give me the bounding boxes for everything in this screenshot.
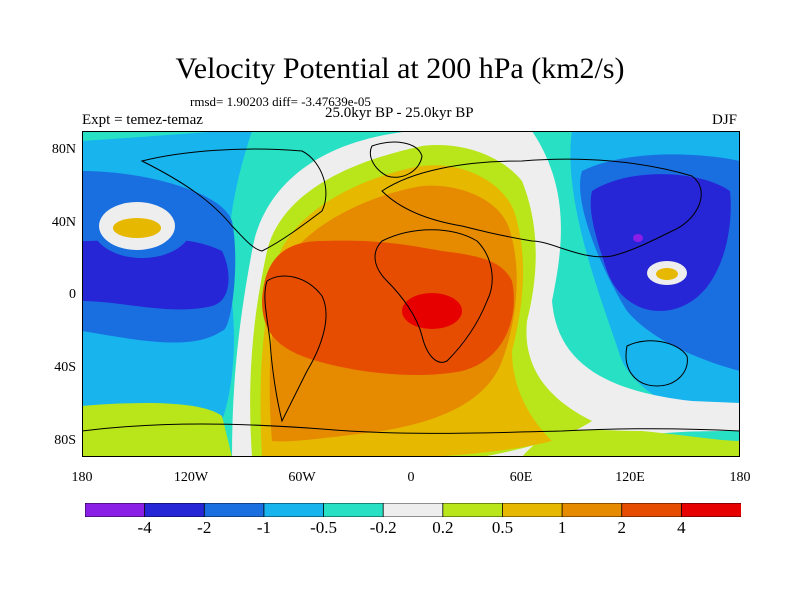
season-label: DJF — [712, 112, 738, 128]
greenland-outline — [369, 141, 423, 178]
lon-tick-label: 60W — [288, 470, 316, 485]
map-frame — [82, 131, 740, 457]
colorbar-tick-label: 2 — [617, 518, 626, 537]
colorbar-swatch — [323, 503, 385, 517]
lat-tick-label: 0 — [69, 287, 76, 302]
colorbar-swatch — [680, 503, 741, 517]
colorbar-swatch — [502, 503, 563, 517]
colorbar-swatch — [442, 503, 504, 517]
experiment-label: Expt = temez-temaz — [82, 112, 203, 128]
map-title: Velocity Potential at 200 hPa (km2/s) — [175, 52, 625, 85]
colorbar-tick-label: -2 — [197, 518, 212, 537]
colorbar-swatch — [621, 503, 683, 517]
field-maximum — [402, 293, 462, 329]
north-america-outline — [140, 148, 327, 252]
colorbar — [85, 503, 741, 517]
colorbar-tick-label: -1 — [256, 518, 271, 537]
lat-tick-label: 40S — [54, 360, 76, 375]
field-positive-2 — [262, 240, 514, 376]
field-east-min — [633, 234, 643, 242]
eurasia-outline — [381, 158, 702, 258]
lat-tick-label: 80N — [51, 142, 76, 157]
field-west-lobe-yellow — [113, 218, 161, 238]
colorbar-swatch — [561, 503, 623, 517]
south-america-outline — [264, 275, 327, 423]
colorbar-tick-label: -0.5 — [310, 518, 337, 537]
lat-tick-label: 80S — [54, 433, 76, 448]
period-label: 25.0kyr BP - 25.0kyr BP — [325, 105, 474, 121]
lat-tick-label: 40N — [51, 215, 76, 230]
colorbar-swatch — [203, 503, 265, 517]
colorbar-tick-label: -0.2 — [369, 518, 397, 537]
lon-tick-label: 120E — [615, 470, 645, 485]
colorbar-swatch — [263, 503, 325, 517]
field-positive-02 — [82, 403, 232, 457]
lon-tick-label: 180 — [71, 470, 93, 485]
colorbar-tick-label: 1 — [557, 518, 567, 537]
australia-outline — [625, 340, 688, 387]
lon-tick-label: 180 — [729, 470, 751, 485]
colorbar-swatch — [144, 503, 206, 517]
colorbar-tick-label: 0.5 — [491, 518, 514, 537]
colorbar-swatch — [85, 503, 146, 517]
colorbar-tick-label: 4 — [677, 518, 686, 537]
stats-label: rmsd= 1.90203 diff= -3.47639e-05 — [190, 94, 371, 109]
colorbar-tick-label: 0.2 — [432, 518, 454, 537]
colorbar-tick-label: -4 — [137, 518, 152, 537]
lon-tick-label: 60E — [509, 470, 533, 485]
colorbar-swatch — [382, 503, 444, 517]
lon-tick-label: 0 — [407, 470, 415, 485]
field-east-lobe-yellow — [656, 268, 678, 280]
continent-outlines — [82, 141, 740, 434]
antarctica-outline — [82, 423, 740, 434]
field-east-darkblue — [590, 174, 731, 311]
velocity-potential-map — [82, 131, 740, 457]
field-positive-02-east — [522, 429, 740, 457]
africa-outline — [374, 229, 493, 363]
field-west-darkblue — [82, 238, 229, 310]
lon-tick-label: 120W — [173, 470, 209, 485]
